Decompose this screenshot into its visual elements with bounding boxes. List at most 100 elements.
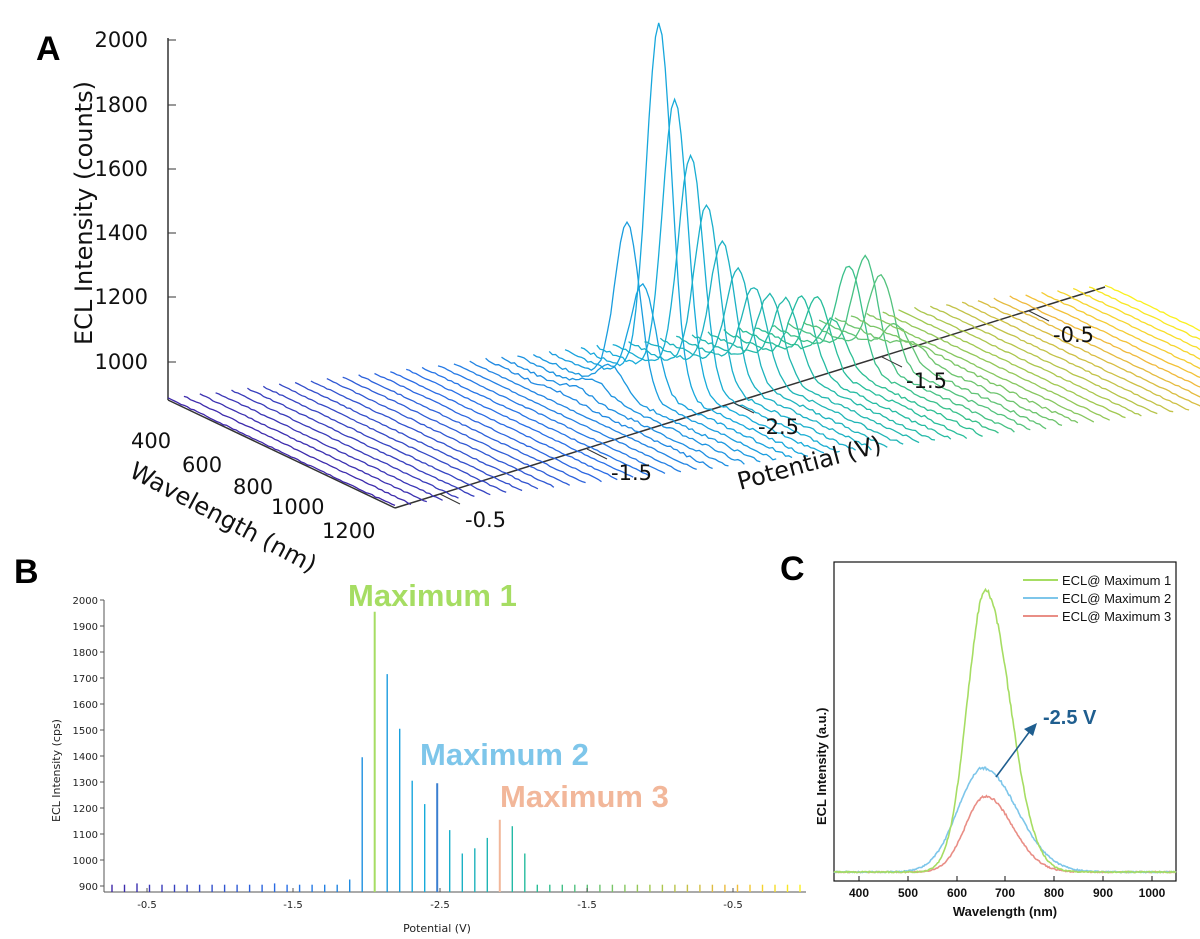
- chart-b-y-tick: 1100: [73, 830, 98, 841]
- chart-a-ridge-line: [294, 381, 523, 492]
- chart-a-ridge-line: [818, 319, 1047, 430]
- chart-a-ridge-line: [517, 355, 745, 465]
- chart-c-x-label: Wavelength (nm): [953, 904, 1057, 919]
- chart-b-x-tick: -2.5: [430, 900, 450, 911]
- chart-a-ridge-line: [310, 380, 539, 490]
- chart-b-y-tick-marks: [100, 599, 104, 887]
- chart-a-pot-tick: -0.5: [1053, 323, 1094, 347]
- chart-c-series-line: [833, 794, 1177, 874]
- chart-a-ridge-line: [183, 395, 412, 506]
- chart-a-ridge-line: [659, 266, 888, 448]
- chart-a-pot-tick: -1.5: [611, 461, 652, 485]
- chart-a-ridge-line: [501, 356, 729, 467]
- chart-a-ridge-line: [580, 22, 809, 457]
- chart-a-ridge-line: [469, 360, 697, 471]
- chart-a-pot-tick: -2.5: [758, 415, 799, 439]
- chart-c-curves: [833, 587, 1177, 874]
- chart-a-ridge-line: [596, 97, 825, 454]
- chart-a-ridge-line: [898, 309, 1126, 419]
- chart-a-wl-tick: 1200: [322, 519, 375, 543]
- chart-a-ridge-line: [786, 254, 1015, 433]
- chart-a-ridge-line: [1072, 287, 1200, 351]
- chart-b-y-label: ECL Intensity (cps): [50, 719, 63, 822]
- chart-a-pot-tick: -0.5: [465, 508, 506, 532]
- chart-a-ridge-line: [532, 354, 761, 463]
- chart-a-z-label: ECL Intensity (counts): [70, 81, 98, 345]
- chart-b-y-tick: 1000: [73, 856, 98, 867]
- chart-a-ridge-line: [691, 292, 920, 444]
- chart-a-wavelength-axis: [167, 399, 396, 509]
- annotation-arrow-head: [1024, 723, 1037, 736]
- chart-c-series-line: [833, 766, 1177, 874]
- chart-a-ridge-line: [247, 387, 475, 498]
- chart-c-series-line: [833, 587, 1177, 874]
- chart-a-ridge-line: [882, 311, 1110, 421]
- chart-b-y-ticks: 900 1000 1100 1200 1300 1400 1500 1600 1…: [73, 596, 98, 893]
- chart-a-wl-tick: 1000: [271, 495, 324, 519]
- chart-a-z-tick: 1600: [95, 157, 148, 181]
- chart-a-z-tick: 1800: [95, 93, 148, 117]
- chart-c-y-label: ECL Intensity (a.u.): [814, 708, 829, 826]
- chart-c-x-tick: 800: [1044, 886, 1064, 900]
- chart-a-ridge-line: [929, 305, 1158, 415]
- chart-b-bars: [111, 611, 801, 892]
- chart-a-ridge-line: [326, 378, 555, 488]
- chart-a-potential-ticks: -0.5 -1.5 -2.5 -1.5 -0.5: [439, 310, 1094, 532]
- chart-c-x-ticks: 400 500 600 700 800 900 1000: [849, 876, 1166, 900]
- chart-a-ridge-line: [977, 300, 1200, 407]
- chart-a-z-tick: 1000: [95, 350, 148, 374]
- chart-c-x-tick: 400: [849, 886, 869, 900]
- chart-a-wavelength-ticks: 400 600 800 1000 1200: [131, 429, 375, 543]
- chart-a: 1000 1200 1400 1600 1800 2000 ECL Intens…: [70, 22, 1200, 579]
- chart-a-ridges: [167, 22, 1200, 507]
- chart-b-y-tick: 1700: [73, 674, 98, 685]
- chart-a-ridge-line: [612, 153, 840, 453]
- chart-a-ridge-line: [231, 389, 459, 499]
- chart-a-pot-tick: -1.5: [906, 369, 947, 393]
- chart-a-ridge-line: [262, 385, 491, 496]
- chart-b-y-tick: 1500: [73, 726, 98, 737]
- chart-c: ECL@ Maximum 1 ECL@ Maximum 2 ECL@ Maxim…: [814, 561, 1177, 919]
- chart-c-x-tick: 900: [1093, 886, 1113, 900]
- chart-a-ridge-line: [548, 220, 777, 461]
- chart-a-ridge-line: [1088, 286, 1200, 341]
- chart-a-ridge-line: [771, 265, 999, 434]
- chart-a-ridge-line: [406, 368, 634, 478]
- chart-a-wl-tick: 600: [182, 453, 222, 477]
- chart-a-ridge-line: [946, 304, 1174, 413]
- chart-a-z-tick: 2000: [95, 28, 148, 52]
- chart-c-x-tick: 500: [898, 886, 918, 900]
- legend-label-1: ECL@ Maximum 1: [1062, 573, 1171, 588]
- chart-a-ridge-line: [453, 363, 682, 473]
- chart-a-potential-label: Potential (V): [734, 430, 884, 495]
- chart-a-wl-tick: 400: [131, 429, 171, 453]
- chart-a-z-tick: 1200: [95, 285, 148, 309]
- chart-a-ridge-line: [564, 282, 793, 459]
- chart-a-wl-tick: 800: [233, 475, 273, 499]
- chart-a-ridge-line: [676, 287, 904, 445]
- chart-a-ridge-line: [374, 372, 602, 483]
- chart-a-ridge-line: [1104, 284, 1200, 332]
- chart-b-y-tick: 1300: [73, 778, 98, 789]
- chart-a-ridge-line: [961, 301, 1190, 411]
- chart-a-ridge-line: [707, 296, 936, 441]
- chart-b-x-ticks: -0.5 -1.5 -2.5 -1.5 -0.5: [137, 888, 743, 911]
- chart-a-ridge-line: [755, 317, 983, 437]
- chart-a-ridge-line: [437, 365, 666, 474]
- chart-a-ridge-line: [1057, 290, 1200, 360]
- legend-label-2: ECL@ Maximum 2: [1062, 591, 1171, 606]
- chart-a-ridge-line: [1009, 295, 1200, 388]
- chart-b-annotation-maximum-2: Maximum 2: [420, 737, 589, 772]
- chart-b-y-tick: 900: [79, 882, 98, 893]
- chart-b-annotation-maximum-1: Maximum 1: [348, 578, 517, 613]
- chart-a-z-ticks: 1000 1200 1400 1600 1800 2000: [95, 28, 176, 374]
- chart-c-legend: ECL@ Maximum 1 ECL@ Maximum 2 ECL@ Maxim…: [1023, 573, 1171, 624]
- chart-a-ridge-line: [834, 317, 1063, 427]
- panel-letter-a: A: [36, 30, 61, 68]
- chart-c-x-tick: 1000: [1139, 886, 1166, 900]
- chart-a-ridge-line: [1041, 291, 1200, 370]
- chart-a-ridge-line: [723, 295, 952, 440]
- panel-letter-b: B: [14, 553, 39, 591]
- chart-a-ridge-line: [485, 357, 713, 470]
